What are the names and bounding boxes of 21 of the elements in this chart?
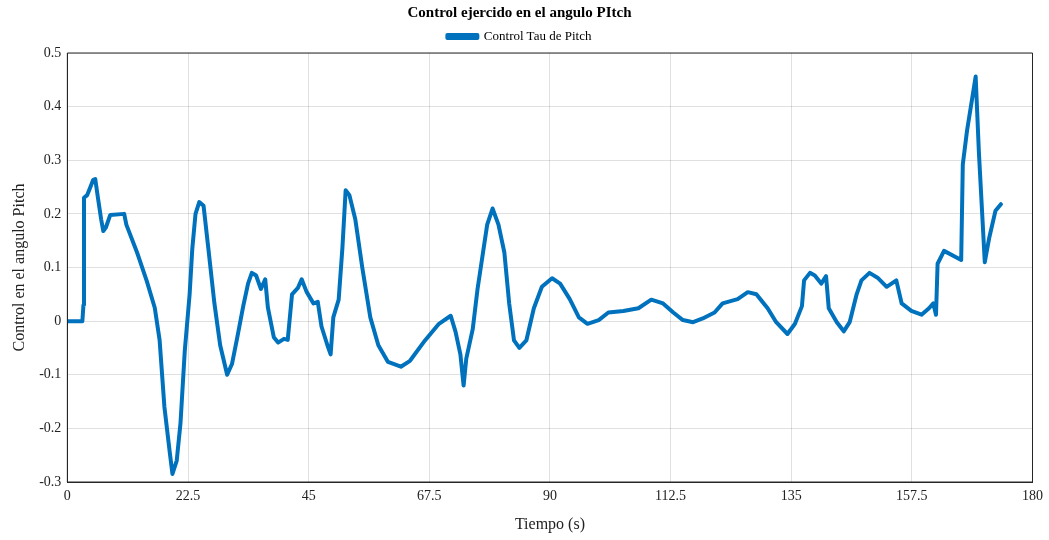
y-tick-label: 0.5: [43, 44, 62, 60]
y-axis-title: Control en el angulo Pitch: [9, 183, 28, 352]
y-tick-label: 0.2: [43, 205, 62, 221]
y-tick-label: 0.3: [43, 151, 62, 167]
x-axis-title: Tiempo (s): [514, 514, 585, 533]
y-tick-label: -0.1: [39, 366, 62, 382]
chart-title: Control ejercido en el angulo PItch: [407, 3, 633, 20]
x-tick-label: 180: [1022, 488, 1043, 504]
legend-label: Control Tau de Pitch: [483, 27, 592, 43]
x-tick-label: 67.5: [417, 488, 442, 504]
x-tick-label: 22.5: [175, 488, 201, 504]
y-tick-label: -0.2: [39, 420, 62, 436]
x-tick-label: 90: [542, 488, 557, 504]
y-tick-label: -0.3: [39, 473, 62, 489]
x-tick-label: 157.5: [896, 488, 928, 504]
y-tick-label: 0.4: [43, 98, 62, 114]
x-tick-label: 112.5: [655, 488, 687, 504]
x-tick-label: 45: [301, 488, 316, 504]
y-tick-label: 0: [54, 312, 62, 328]
y-tick-label: 0.1: [43, 259, 62, 275]
x-tick-label: 135: [780, 488, 802, 504]
